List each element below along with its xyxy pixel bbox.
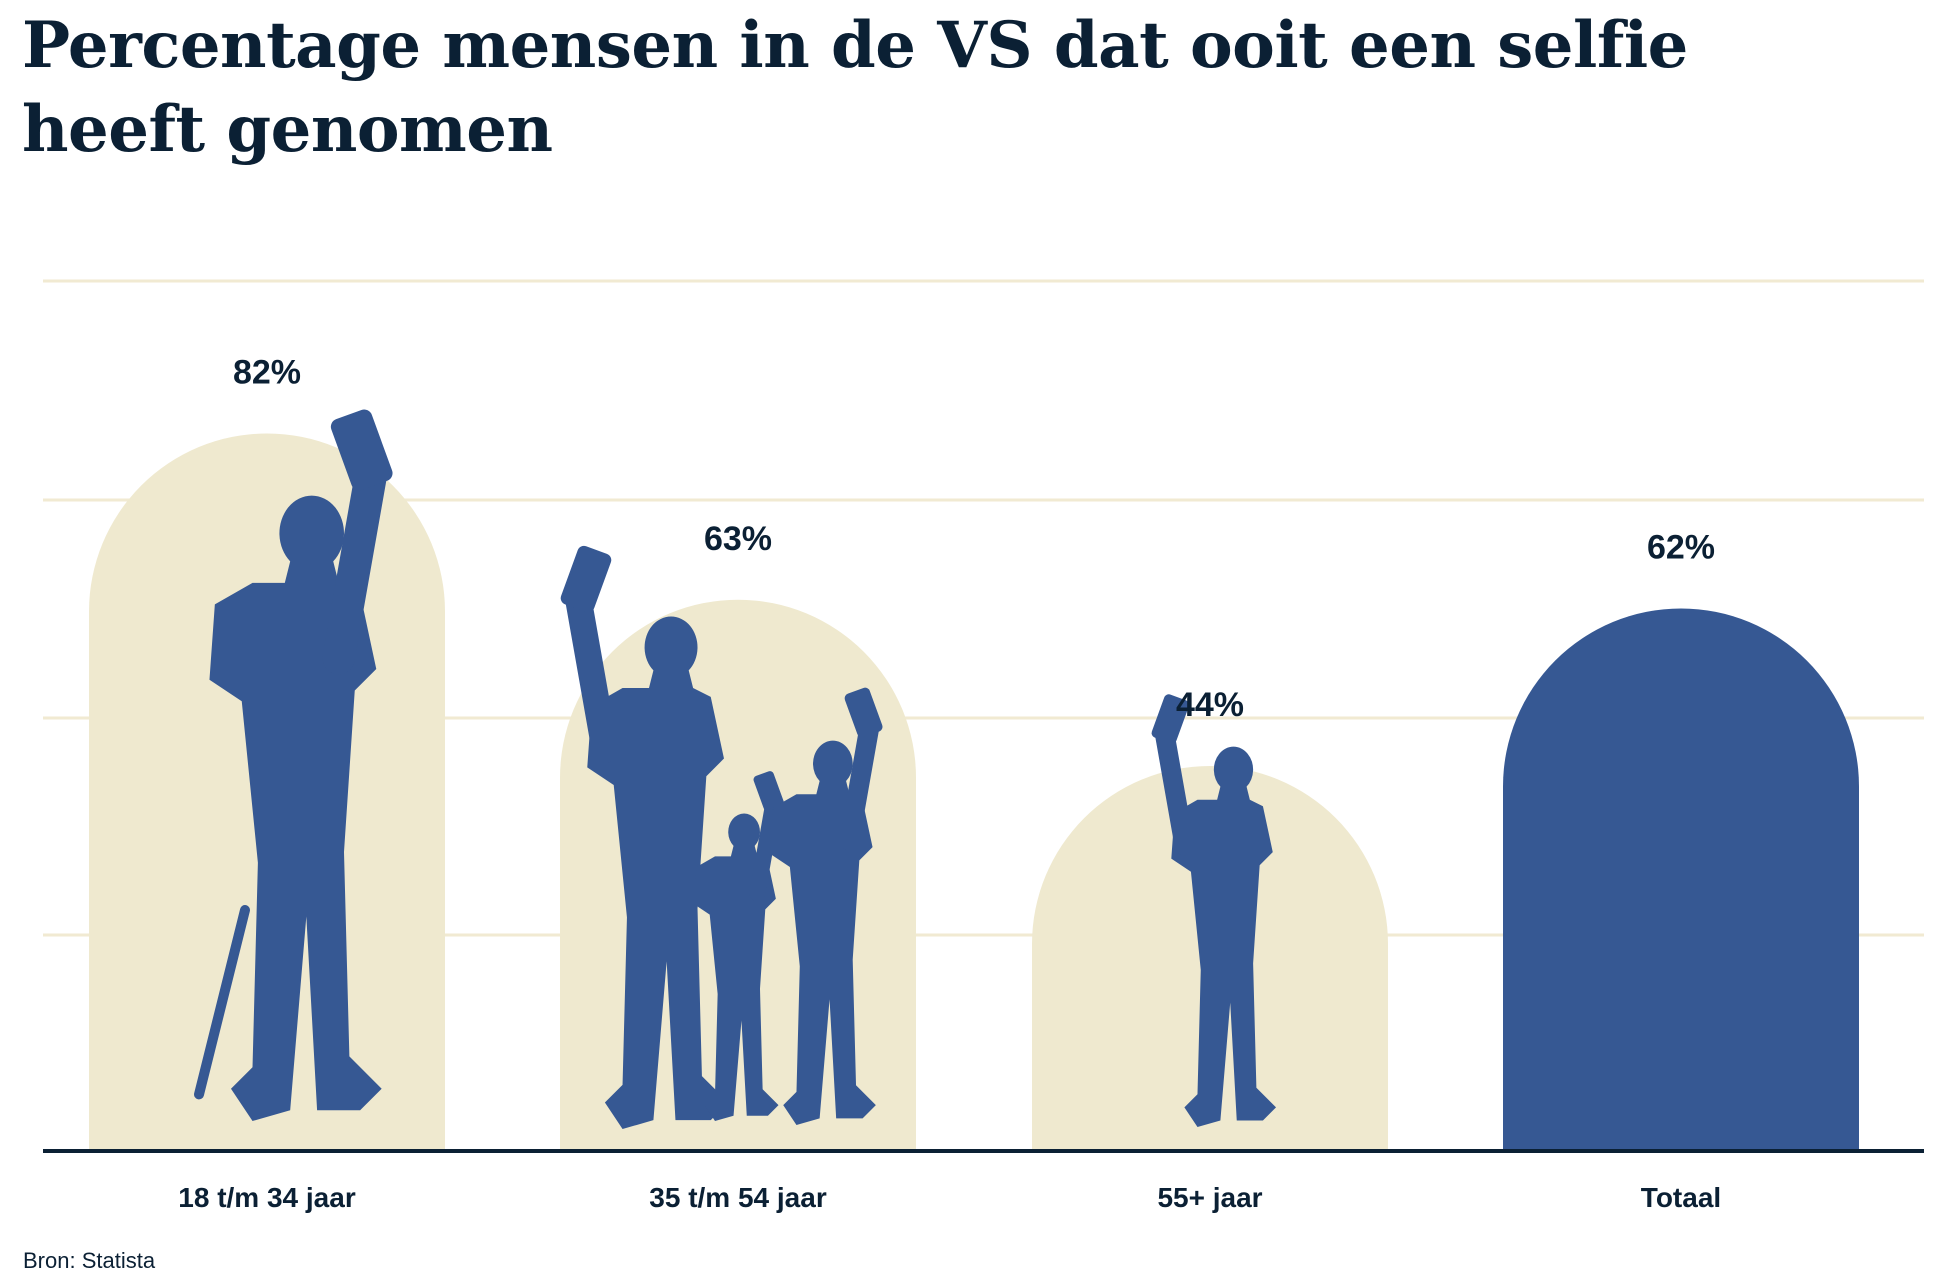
source-note: Bron: Statista: [23, 1248, 156, 1273]
category-label: 35 t/m 54 jaar: [649, 1182, 827, 1213]
phone-icon: [844, 687, 883, 738]
data-label: 62%: [1647, 529, 1715, 567]
person-silhouette: [1171, 746, 1277, 1127]
bar-4: [1503, 608, 1859, 1151]
person-silhouette: [587, 616, 729, 1129]
skateboard-icon: [194, 905, 250, 1100]
data-label: 63%: [704, 520, 772, 558]
category-label: 18 t/m 34 jaar: [178, 1182, 356, 1213]
family-selfie-icon: [560, 545, 883, 1129]
arm: [839, 718, 880, 851]
arm: [749, 795, 782, 902]
phone-icon: [753, 771, 784, 811]
phone-icon: [1151, 694, 1190, 744]
phone-icon: [330, 409, 393, 491]
category-label: 55+ jaar: [1157, 1182, 1262, 1213]
chart-title: Percentage mensen in de VS dat ooit een …: [22, 8, 1688, 167]
data-label: 44%: [1176, 686, 1244, 724]
person-selfie-skateboard-icon: [194, 409, 393, 1122]
phone-icon: [560, 545, 612, 613]
category-label: Totaal: [1641, 1182, 1721, 1213]
data-label: 82%: [233, 354, 301, 392]
elderly-man-selfie-icon: [1151, 694, 1277, 1127]
arm: [565, 586, 619, 763]
arm: [1154, 724, 1195, 856]
arm: [322, 459, 388, 675]
